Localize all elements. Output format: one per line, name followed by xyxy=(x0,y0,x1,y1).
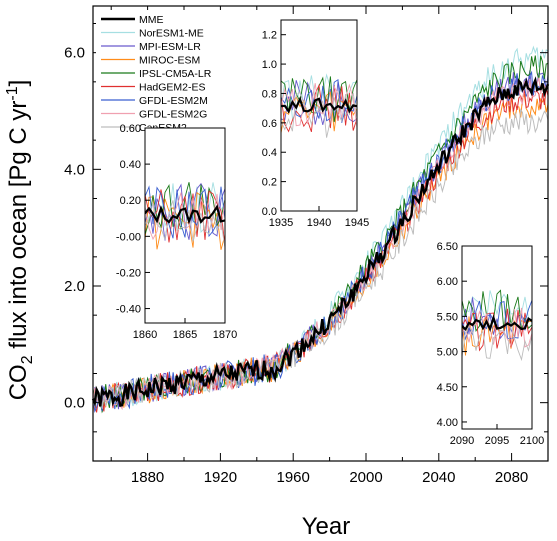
y-axis-label: CO2 flux into ocean [Pg C yr-1] xyxy=(4,80,36,401)
inset-y-tick-label: 0.40 xyxy=(120,159,141,171)
inset-x-tick-label: 2095 xyxy=(485,435,509,447)
x-tick-label: 2000 xyxy=(349,469,382,486)
inset-x-tick-label: 1940 xyxy=(307,217,331,229)
inset-y-tick-label: -0.20 xyxy=(116,267,141,279)
legend-entry: NorESM1-ME xyxy=(139,28,204,40)
inset-y-tick-label: 5.50 xyxy=(437,311,458,323)
inset-y-tick-label: 5.00 xyxy=(437,347,458,359)
legend-entry: HadGEM2-ES xyxy=(139,82,206,94)
y-tick-label: 0.0 xyxy=(64,395,85,412)
inset-x-tick-label: 1945 xyxy=(345,217,369,229)
inset-y-tick-label: -0.40 xyxy=(116,304,141,316)
y-tick-label: 2.0 xyxy=(64,278,85,295)
x-tick-label: 2040 xyxy=(422,469,455,486)
inset-series-line xyxy=(145,189,225,247)
inset-y-tick-label: 1.2 xyxy=(262,30,277,42)
legend-entry: MME xyxy=(139,14,164,26)
inset-x-tick-label: 1865 xyxy=(173,329,197,341)
inset-y-tick-label: 0.2 xyxy=(262,177,277,189)
inset-x-tick-label: 1870 xyxy=(213,329,237,341)
inset-series-line xyxy=(145,204,225,225)
inset-x-tick-label: 2100 xyxy=(520,435,544,447)
inset-y-tick-label: 6.50 xyxy=(437,241,458,253)
inset-series-line xyxy=(281,96,357,114)
inset-x-tick-label: 1860 xyxy=(133,329,157,341)
inset-x-tick-label: 2090 xyxy=(450,435,474,447)
legend-entry: MPI-ESM-LR xyxy=(139,41,201,53)
inset-1860-1870: 1860 1865 1870 -0.40 -0.20 -0.00 0.20 0.40 0.60 xyxy=(116,123,237,341)
inset-series-line xyxy=(145,185,225,239)
inset-lines xyxy=(145,182,225,250)
x-tick-label: 2080 xyxy=(495,469,528,486)
legend-entry: GFDL-ESM2G xyxy=(139,109,207,121)
inset-y-tick-label: -0.00 xyxy=(116,231,141,243)
inset-y-tick-label: 0.0 xyxy=(262,206,277,218)
inset-y-tick-label: 0.4 xyxy=(262,147,277,159)
inset-y-tick-label: 0.20 xyxy=(120,195,141,207)
inset-x-tick-label: 1935 xyxy=(269,217,293,229)
x-tick-label: 1920 xyxy=(204,469,237,486)
legend-entry: GFDL-ESM2M xyxy=(139,95,208,107)
main-plot: 1880 1920 1960 2000 2040 2080 0.0 2.0 4.0 6.0 xyxy=(64,5,550,486)
inset-2090-2100: 2090 2095 2100 4.00 4.50 5.00 5.50 6.00 6.50 xyxy=(437,241,545,447)
inset-lines xyxy=(462,289,532,362)
series-line-mme xyxy=(91,76,550,408)
inset-series-line xyxy=(462,290,532,324)
x-tick-label: 1880 xyxy=(131,469,164,486)
series-line-canesm2 xyxy=(92,108,549,409)
inset-series-line xyxy=(462,322,532,362)
inset-y-tick-label: 6.00 xyxy=(437,276,458,288)
inset-y-tick-label: 4.50 xyxy=(437,382,458,394)
y-tick-label: 4.0 xyxy=(64,161,85,178)
insets: 1860 1865 1870-0.40-0.20-0.000.200.400.601… xyxy=(116,19,545,447)
inset-y-tick-label: 0.8 xyxy=(262,88,277,100)
legend-entry: IPSL-CM5A-LR xyxy=(139,68,212,80)
inset-lines xyxy=(281,73,357,138)
inset-y-tick-label: 1.0 xyxy=(262,59,277,71)
plot-frame xyxy=(92,5,549,462)
inset-y-tick-label: 4.00 xyxy=(437,417,458,429)
inset-series-line xyxy=(462,314,532,333)
inset-background xyxy=(462,246,532,429)
inset-y-tick-label: 0.6 xyxy=(262,118,277,130)
legend-entry: MIROC-ESM xyxy=(139,55,200,67)
x-tick-label: 1960 xyxy=(277,469,310,486)
inset-series-line xyxy=(145,200,225,248)
inset-1935-1945: 1935 1940 1945 0.0 0.2 0.4 0.6 0.8 1.0 1.2 xyxy=(262,19,369,229)
inset-y-tick-label: 0.60 xyxy=(120,123,141,135)
x-axis-label: Year xyxy=(302,513,351,540)
y-tick-label: 6.0 xyxy=(64,45,85,62)
